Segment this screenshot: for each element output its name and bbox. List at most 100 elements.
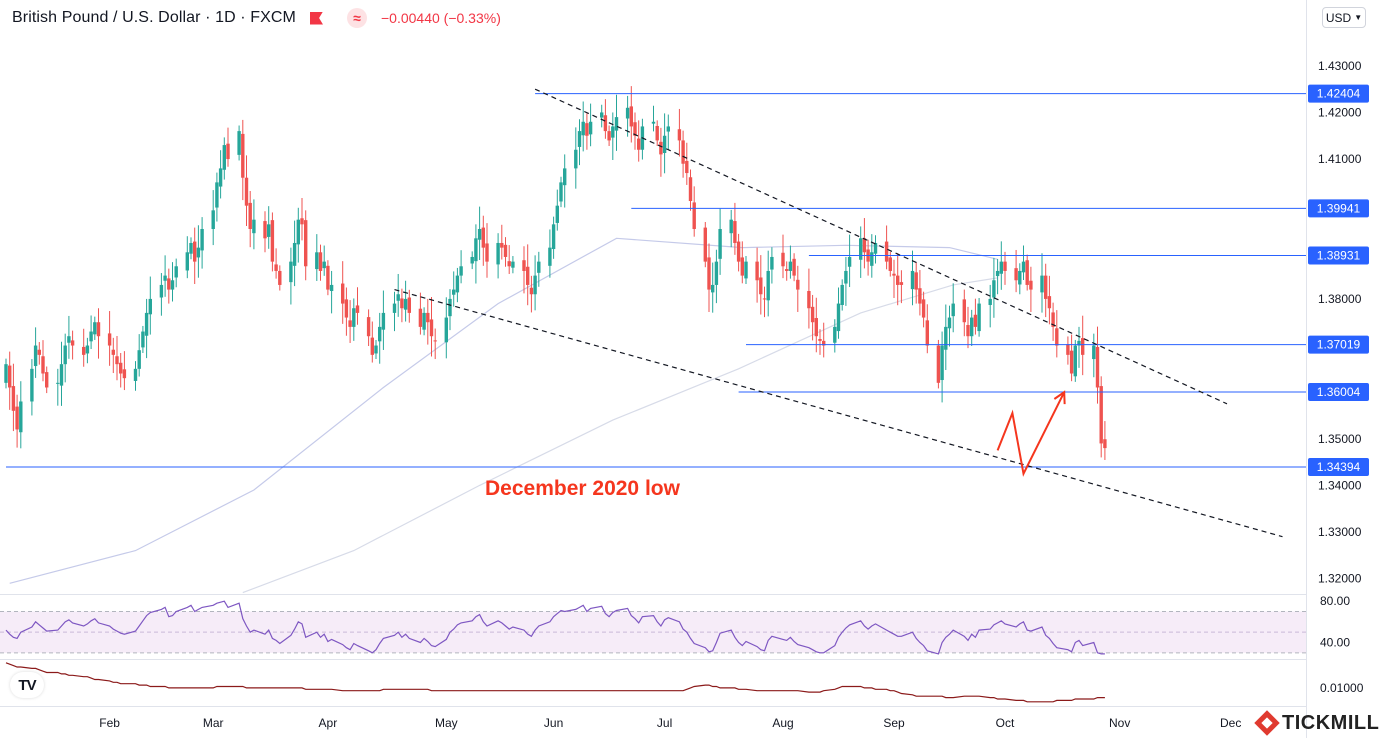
candle (429, 297, 434, 357)
candle-body (1069, 350, 1074, 374)
candle-body (196, 247, 201, 258)
time-tick-label: Feb (99, 716, 120, 730)
candle-body (215, 182, 219, 208)
projection-arrowhead (1053, 390, 1066, 405)
candle-body (133, 368, 138, 381)
candle-body (574, 149, 578, 169)
candle-body (41, 356, 45, 374)
candle (263, 211, 267, 253)
candle-body (555, 205, 559, 223)
candle (692, 186, 696, 237)
candle-body (1025, 260, 1029, 285)
moving-average-line (9, 237, 998, 584)
candle-body (144, 312, 149, 336)
candle-body (718, 228, 722, 259)
candle-body (296, 219, 300, 245)
candle (788, 245, 793, 279)
candle (807, 268, 811, 329)
candle (714, 249, 719, 304)
candle (921, 291, 926, 328)
candle (762, 286, 767, 318)
flag-icon[interactable] (309, 11, 323, 25)
candle-body (70, 340, 75, 346)
candle (244, 155, 249, 226)
compare-icon[interactable]: ≈ (346, 8, 367, 28)
projection-line (996, 391, 1066, 477)
candle (159, 273, 164, 316)
price-tick-label: 1.42000 (1318, 105, 1362, 119)
candle (122, 351, 127, 391)
time-tick-label: Sep (883, 716, 905, 730)
candle (296, 207, 300, 263)
candle (215, 172, 219, 222)
candle (988, 284, 992, 328)
candle-body (551, 224, 556, 250)
price-tick-label: 1.38000 (1318, 292, 1362, 306)
moving-averages (9, 237, 998, 594)
price-tick-label: 1.33000 (1318, 525, 1362, 539)
price-tag: 1.42404 (1308, 84, 1369, 103)
candle (304, 210, 308, 281)
currency-selector[interactable]: USD ▼ (1322, 7, 1366, 28)
price-tag-bg (1308, 84, 1369, 103)
candle-body (252, 219, 256, 234)
candle (422, 307, 426, 336)
candle-body (422, 312, 426, 330)
candle (999, 241, 1003, 290)
candle-body (448, 298, 452, 317)
trendline-upper (534, 88, 1228, 405)
price-axis[interactable]: 1.430001.420001.410001.400001.390001.380… (1318, 59, 1364, 695)
candle (267, 206, 271, 249)
candle (241, 119, 245, 201)
candle (392, 291, 397, 332)
candle-body (11, 386, 16, 411)
price-tag-label: 1.36004 (1317, 385, 1361, 399)
candle (1021, 245, 1026, 281)
candle-body (344, 299, 349, 318)
candle-body (274, 264, 278, 271)
candle-body (244, 177, 249, 206)
candle-body (785, 269, 789, 271)
candle (796, 265, 800, 312)
candle (966, 306, 970, 349)
candle (884, 225, 889, 270)
candle (833, 319, 837, 353)
candle (381, 290, 386, 350)
candle (662, 113, 667, 174)
candle (844, 256, 848, 306)
candle-body (159, 284, 164, 298)
currency-label: USD (1325, 10, 1352, 25)
candle-body (810, 306, 815, 323)
momentum-line (5, 662, 1105, 703)
candle-body (1044, 275, 1048, 299)
candle (148, 276, 152, 335)
candle-body (563, 168, 567, 186)
candle-body (163, 275, 167, 281)
candle (193, 227, 197, 284)
time-axis[interactable]: Feb Mar Apr May Jun Jul Aug Sep Oct Nov Dec (99, 716, 1241, 730)
candle-body (222, 145, 226, 170)
candle (899, 270, 904, 304)
candle (1029, 266, 1033, 312)
candle-body (289, 261, 293, 283)
candle (744, 256, 748, 284)
candle (740, 241, 744, 284)
candle-body (481, 227, 485, 248)
candle (733, 202, 737, 255)
symbol-title[interactable]: British Pound / U.S. Dollar · 1D · FXCM (12, 9, 296, 26)
candle-body (170, 280, 175, 290)
tradingview-logo[interactable]: TV (10, 672, 44, 698)
candle (600, 104, 604, 128)
candle-body (93, 322, 97, 335)
candle-body (429, 319, 434, 337)
candle (555, 189, 559, 231)
annotation-label: December 2020 low (485, 477, 680, 500)
candle (1099, 376, 1103, 458)
candle-body (588, 121, 593, 135)
candle (1073, 339, 1077, 382)
price-tag-label: 1.37019 (1317, 338, 1361, 352)
brand-name: TICKMILL (1282, 711, 1379, 734)
candle-body (1014, 268, 1018, 281)
candle-body (614, 117, 619, 131)
